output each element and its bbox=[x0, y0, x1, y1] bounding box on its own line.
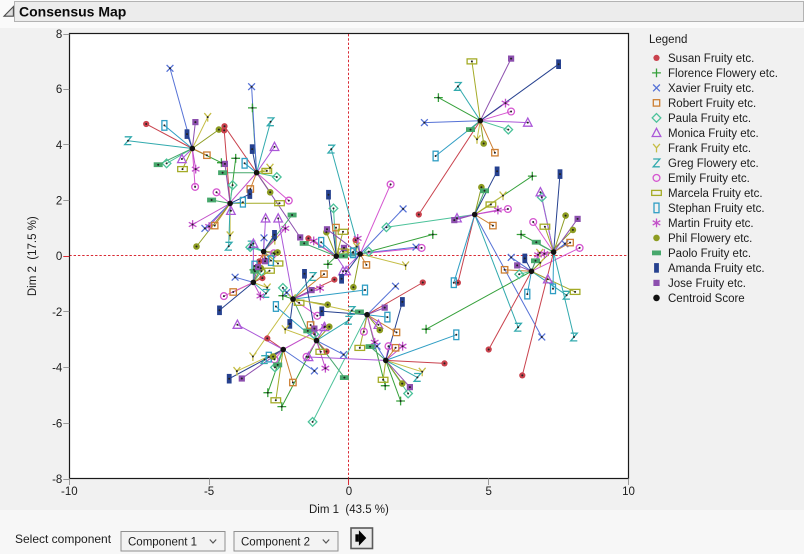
svg-text:Monica Fruity etc.: Monica Fruity etc. bbox=[668, 128, 759, 140]
svg-text:Jose Fruity etc.: Jose Fruity etc. bbox=[668, 278, 746, 290]
svg-text:2: 2 bbox=[56, 196, 62, 208]
svg-text:Select component: Select component bbox=[15, 532, 112, 546]
svg-text:Component 1: Component 1 bbox=[128, 537, 197, 549]
svg-text:Phil Flowery etc.: Phil Flowery etc. bbox=[668, 233, 752, 245]
svg-text:Legend: Legend bbox=[649, 34, 687, 46]
svg-text:-4: -4 bbox=[52, 363, 63, 375]
svg-text:Martin Fruity etc.: Martin Fruity etc. bbox=[668, 218, 754, 230]
svg-text:Frank Fruity etc.: Frank Fruity etc. bbox=[668, 143, 751, 155]
svg-text:-8: -8 bbox=[52, 474, 62, 486]
svg-text:Component 2: Component 2 bbox=[241, 537, 310, 549]
svg-text:-10: -10 bbox=[61, 486, 78, 498]
svg-text:Paula Fruity etc.: Paula Fruity etc. bbox=[668, 113, 751, 125]
svg-text:8: 8 bbox=[56, 29, 62, 41]
svg-text:Florence Flowery etc.: Florence Flowery etc. bbox=[668, 68, 778, 80]
svg-text:Susan Fruity etc.: Susan Fruity etc. bbox=[668, 53, 754, 65]
svg-text:6: 6 bbox=[56, 84, 62, 96]
svg-text:0: 0 bbox=[56, 251, 62, 263]
svg-text:Xavier Fruity etc.: Xavier Fruity etc. bbox=[668, 83, 754, 95]
svg-text:Robert Fruity etc.: Robert Fruity etc. bbox=[668, 98, 756, 110]
svg-text:Consensus Map: Consensus Map bbox=[19, 4, 126, 20]
svg-text:-5: -5 bbox=[204, 486, 214, 498]
svg-text:Centroid Score: Centroid Score bbox=[668, 293, 745, 305]
svg-text:Stephan Fruity etc.: Stephan Fruity etc. bbox=[668, 203, 765, 215]
svg-text:Dim 1 (43.5 %): Dim 1 (43.5 %) bbox=[309, 504, 389, 516]
svg-text:-2: -2 bbox=[52, 307, 62, 319]
svg-text:4: 4 bbox=[56, 140, 63, 152]
svg-text:Marcela Fruity etc.: Marcela Fruity etc. bbox=[668, 188, 763, 200]
svg-text:Paolo Fruity etc.: Paolo Fruity etc. bbox=[668, 248, 751, 260]
svg-text:0: 0 bbox=[346, 486, 352, 498]
svg-text:Greg Flowery etc.: Greg Flowery etc. bbox=[668, 158, 759, 170]
svg-text:Dim 2 (17.5 %): Dim 2 (17.5 %) bbox=[27, 216, 39, 296]
svg-text:Amanda Fruity etc.: Amanda Fruity etc. bbox=[668, 263, 765, 275]
svg-text:-6: -6 bbox=[52, 418, 62, 430]
svg-text:5: 5 bbox=[485, 486, 491, 498]
svg-text:10: 10 bbox=[622, 486, 635, 498]
svg-text:Emily Fruity etc.: Emily Fruity etc. bbox=[668, 173, 750, 185]
